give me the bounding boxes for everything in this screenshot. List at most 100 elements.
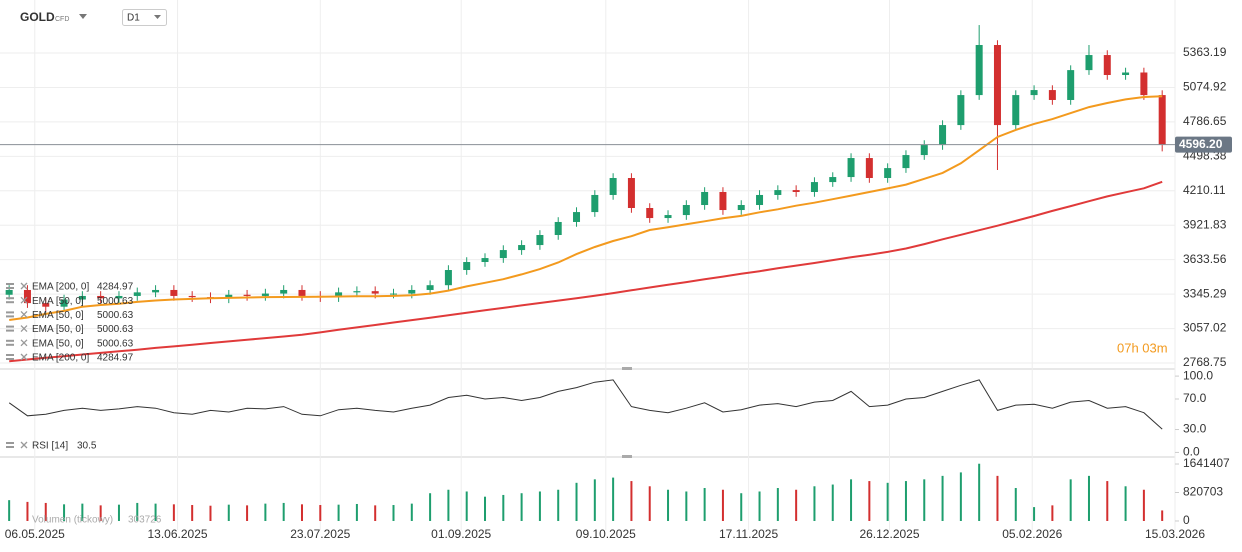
candle-body [664, 215, 672, 219]
x-tick-label: 05.02.2026 [1002, 527, 1062, 541]
candle-body [719, 191, 727, 211]
y-tick-label: 3057.02 [1183, 321, 1227, 335]
volume-bar [1124, 486, 1127, 521]
candle-body [408, 289, 416, 294]
ema-line [9, 180, 1163, 363]
candle-body [133, 292, 141, 296]
indicator-icon [6, 442, 14, 444]
candle-body [243, 294, 251, 296]
candle-body [774, 190, 782, 195]
volume-bar [63, 504, 66, 521]
candle-body [1067, 70, 1075, 100]
x-tick-label: 15.03.2026 [1145, 527, 1205, 541]
rsi-line [8, 379, 1163, 430]
y-tick-label: 5074.92 [1183, 80, 1227, 94]
candle-body [1012, 95, 1020, 126]
volume-bar [136, 502, 139, 521]
indicator-name: EMA [200, 0] [32, 353, 89, 364]
candle-body [389, 293, 397, 295]
candle-body [902, 155, 910, 169]
indicator-icon [6, 354, 14, 356]
symbol-dropdown[interactable] [79, 14, 87, 19]
volume-bar [703, 488, 706, 521]
candle-body [1140, 72, 1148, 96]
indicator-remove [20, 339, 28, 347]
indicator-value: 4284.97 [97, 282, 134, 293]
candle-body [756, 194, 764, 206]
candle-body [444, 270, 452, 286]
candle-body [353, 291, 361, 293]
volume-bar [776, 488, 779, 521]
volume-bar [99, 505, 102, 521]
indicator-icon [6, 301, 14, 304]
candle-body [701, 191, 709, 206]
volume-bar [1033, 507, 1036, 521]
volume-bar [172, 504, 175, 521]
y-tick-label: 100.0 [1183, 368, 1213, 382]
volume-bar [465, 491, 468, 521]
indicator-name: Volumen (tickowy) [32, 515, 113, 526]
candle-body [481, 258, 489, 263]
volume-bar [868, 481, 871, 521]
volume-bar [648, 486, 651, 521]
candle-body [518, 245, 526, 251]
indicator-icon [6, 287, 14, 289]
candle-body [1103, 55, 1111, 76]
y-tick-label: 2768.75 [1183, 355, 1227, 369]
volume-bar [520, 493, 523, 521]
volume-bar [996, 475, 999, 521]
candle-body [298, 289, 306, 296]
y-tick-label: 3633.56 [1183, 252, 1227, 266]
volume-bar [264, 503, 267, 521]
volume-bar [191, 505, 194, 521]
candle-body [810, 182, 818, 192]
panel-handle[interactable] [622, 455, 632, 458]
volume-bar [410, 503, 413, 521]
indicator-remove [20, 282, 28, 290]
plot-area: 06.05.2025 13.06.2025 23.07.2025 01.09.2025… [0, 0, 1232, 541]
indicator-icon [6, 329, 14, 332]
volume-bar [209, 505, 212, 521]
volume-bar [246, 505, 249, 521]
candle-body [573, 212, 581, 222]
overlay: GOLD CFD D1 07h 03m [20, 9, 1168, 355]
candle-body [188, 295, 196, 298]
volume-bar [923, 479, 926, 521]
volume-bar [374, 505, 377, 521]
candle-body [1158, 95, 1166, 145]
indicator-icon [6, 311, 14, 314]
volume-bar [300, 504, 303, 521]
panel-handle[interactable] [622, 367, 632, 370]
volume-bar [26, 501, 29, 521]
candle-body [225, 294, 233, 299]
volume-bar [44, 502, 47, 521]
volume-bar [282, 502, 285, 521]
volume-bar [758, 491, 761, 521]
volume-bar [740, 493, 743, 521]
symbol[interactable]: GOLD [20, 10, 55, 24]
candle-body [23, 289, 31, 304]
indicator-icon [6, 358, 14, 360]
x-tick-label: 17.11.2025 [719, 527, 778, 541]
volume-bar [630, 481, 633, 521]
volume-bar [355, 503, 358, 521]
volume-bar [795, 489, 798, 521]
indicator-remove [20, 325, 28, 333]
candle-body [170, 289, 178, 296]
interval-selector[interactable] [122, 9, 167, 26]
candle-body [920, 145, 928, 156]
indicator-name: EMA [50, 0] [32, 296, 84, 307]
volume-bar [959, 472, 962, 521]
x-tick-label: 26.12.2025 [859, 527, 919, 541]
candle-body [646, 207, 654, 219]
volume-bar [978, 463, 981, 521]
volume-bar [904, 481, 907, 521]
volume-bar [593, 479, 596, 521]
interval-dropdown[interactable] [154, 15, 161, 19]
y-tick-label: 0.0 [1183, 445, 1200, 459]
candle-body [536, 235, 544, 246]
indicator-value: 303726 [128, 515, 162, 526]
volume-bar [831, 484, 834, 521]
interval: D1 [127, 13, 140, 24]
